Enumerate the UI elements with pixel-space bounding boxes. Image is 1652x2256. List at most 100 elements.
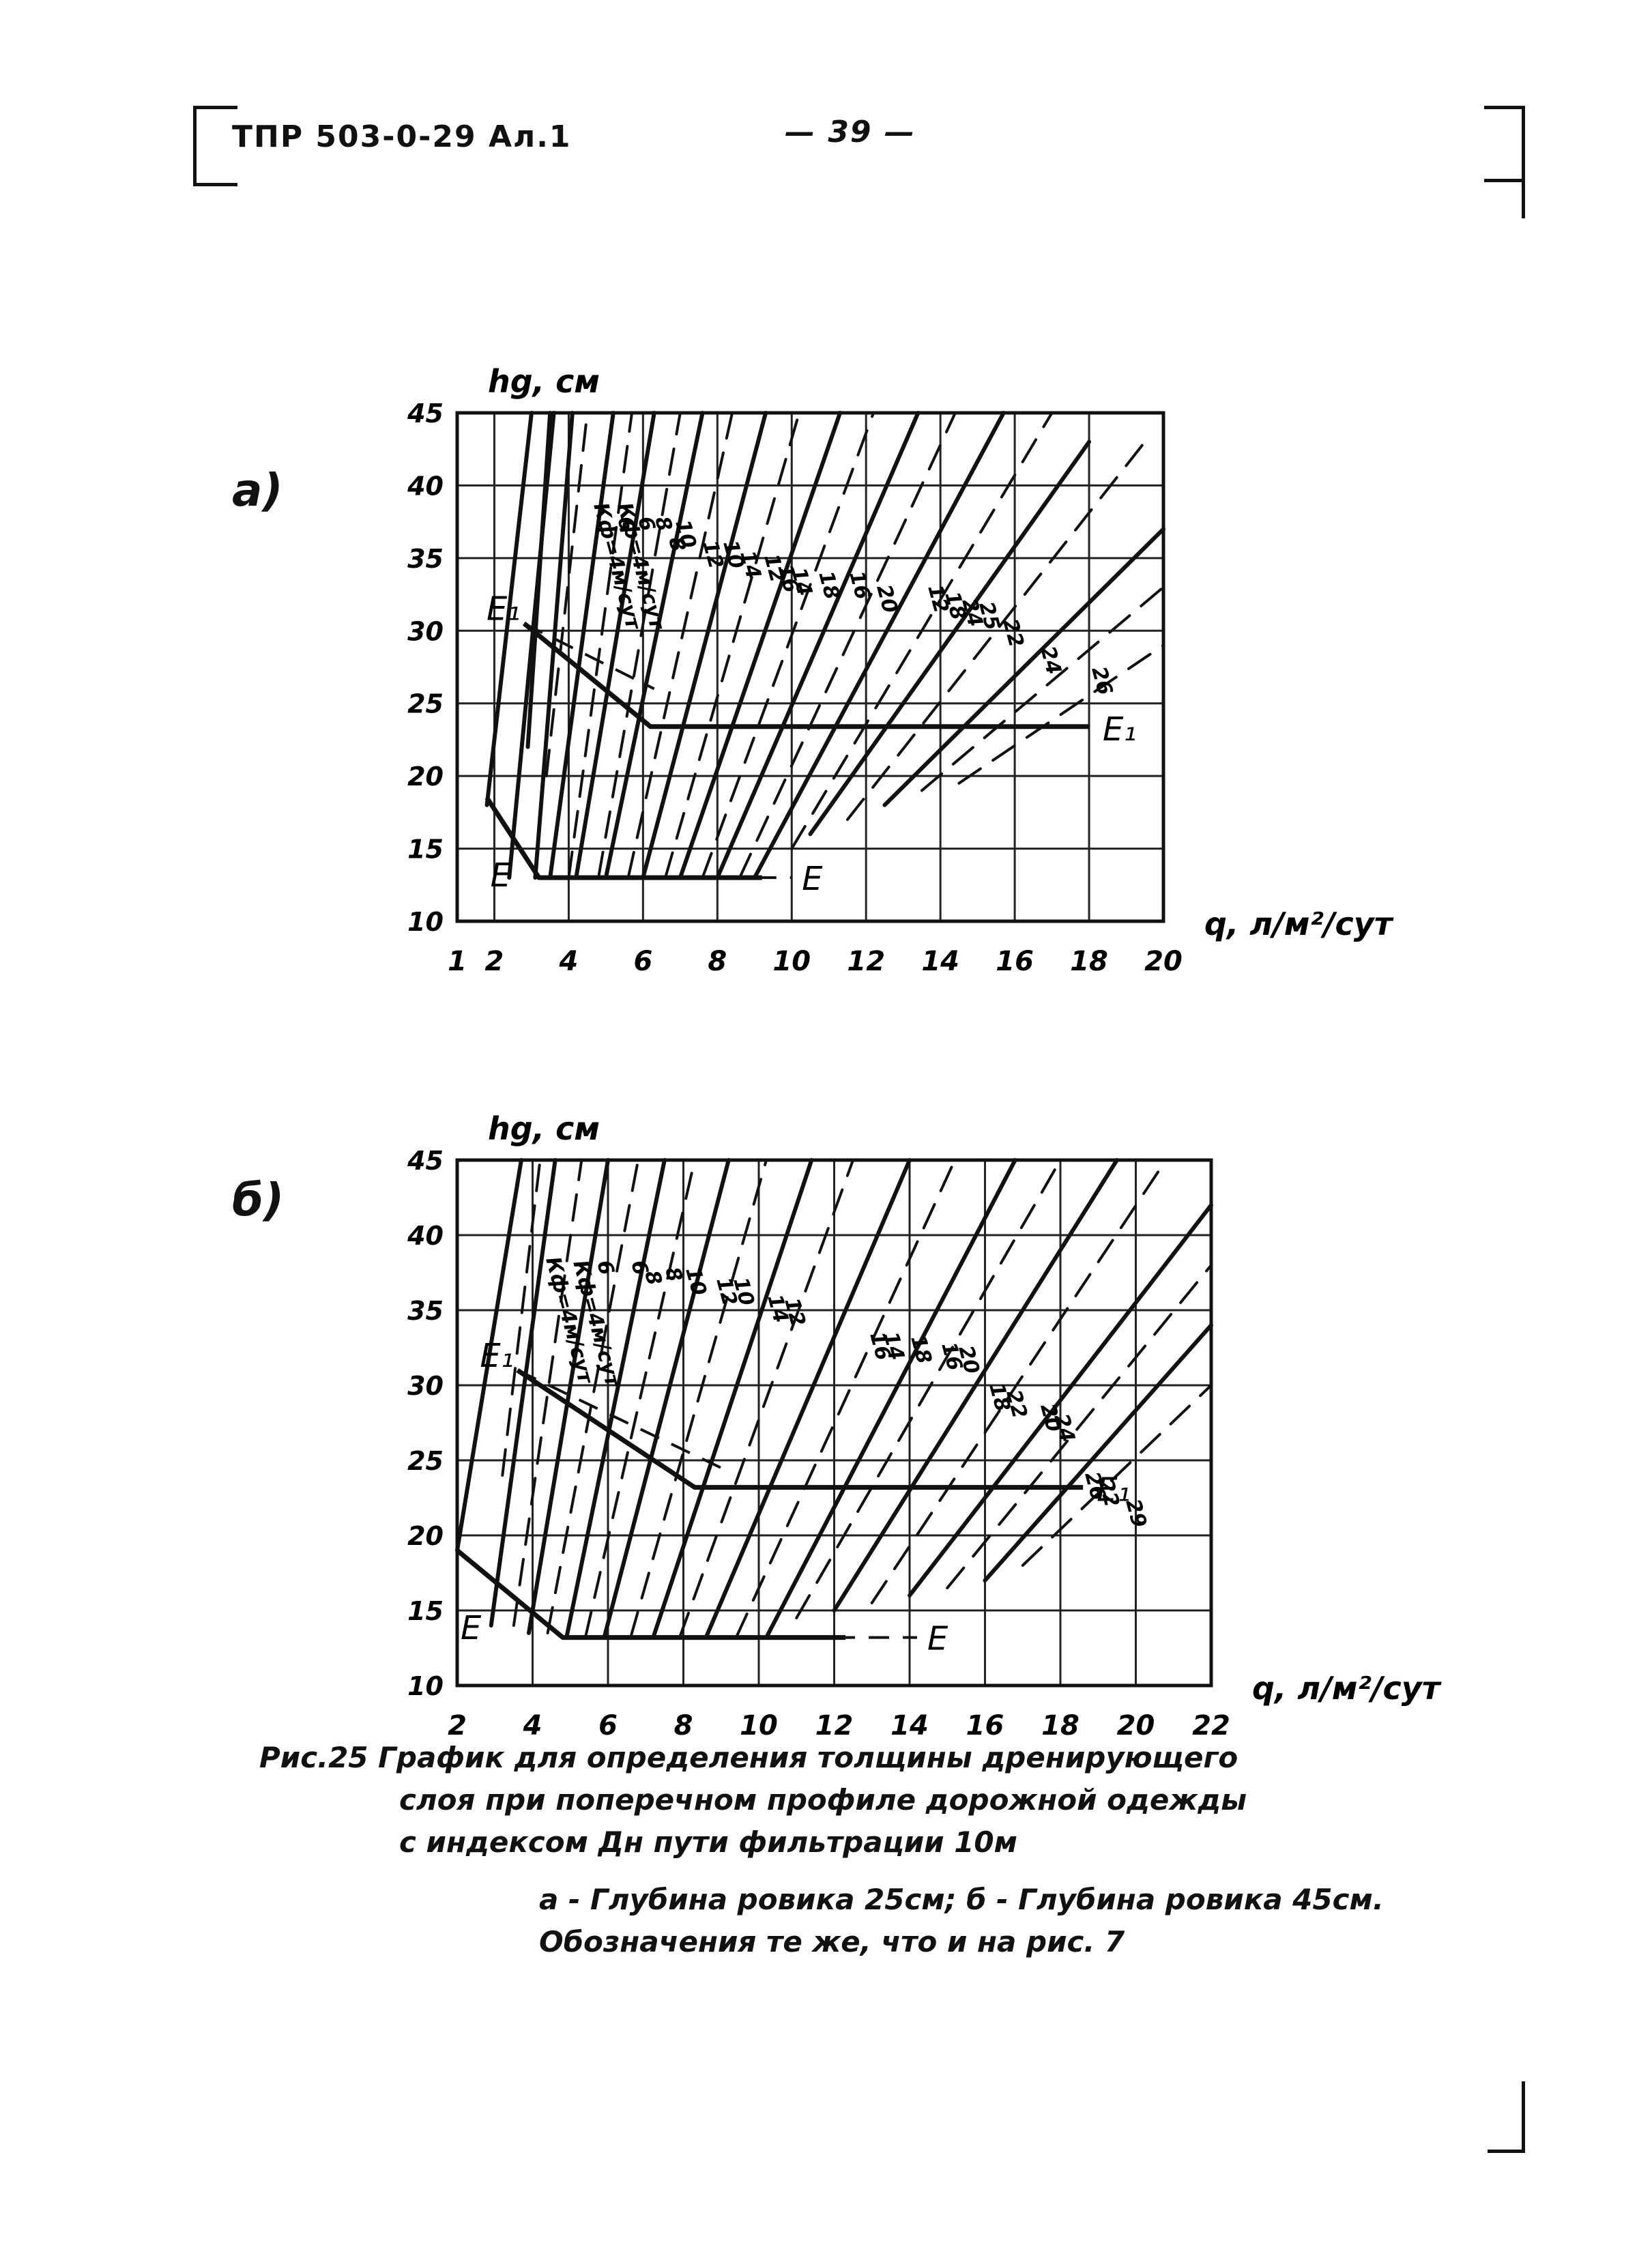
chart-b-y-tick-label: 35 [407, 1296, 444, 1326]
chart-a-boundary-e1 [522, 621, 1090, 729]
chart-b-curve-line [870, 1159, 1168, 1604]
chart-b-label-e-right: E [927, 1620, 948, 1658]
chart-a-curve-line [641, 411, 768, 880]
chart-a-y-tick-label: 15 [407, 835, 444, 865]
chart-a-label-e-left: E [491, 856, 512, 895]
chart-a-curve-label: 18 [813, 568, 844, 602]
chart-b-boundary-e1-dashed [517, 1369, 722, 1469]
chart-b-x-tick-label: 22 [1192, 1710, 1230, 1741]
chart-b-curve-line [489, 1158, 557, 1628]
chart-a-curve-line [808, 439, 1092, 837]
chart-b-curve-line [602, 1158, 731, 1640]
caption-line-2: слоя при поперечном профиле дорожной оде… [399, 1783, 1247, 1817]
chart-a-curve-line [701, 411, 875, 880]
chart-a-curve-label: 24 [1035, 643, 1066, 677]
chart-a-curve-label: 22 [998, 616, 1028, 650]
chart-b-curve-label: 22 [1001, 1387, 1032, 1421]
chart-a-curve-line [574, 411, 656, 880]
chart-a-curve-line [567, 411, 634, 880]
chart-a-y-tick-label: 10 [407, 907, 444, 937]
chart-b-curve-line [629, 1159, 768, 1639]
chart-a-y-tick-label: 35 [407, 544, 444, 574]
panel-label-b: б) [232, 1174, 285, 1226]
chart-b-curve-line [1021, 1384, 1213, 1567]
chart-a-x-tick-label: 4 [558, 946, 578, 977]
chart-b-curve-line [526, 1158, 610, 1635]
chart-b-x-tick-label: 16 [966, 1710, 1004, 1741]
chart-b-curve-label: 12 [779, 1295, 810, 1329]
chart-a-curve-line [752, 411, 1006, 880]
chart-a-label-e-right: E [802, 860, 823, 898]
chart-b-curve-line [651, 1158, 814, 1640]
corner-bracket-top-left [193, 106, 237, 186]
chart-b-x-tick-label: 10 [740, 1710, 778, 1741]
chart-a-curve-line [545, 411, 589, 778]
chart-b-curve-line [512, 1159, 583, 1627]
chart-b-y-tick-label: 20 [407, 1521, 444, 1551]
chart-a-x-tick-label: 18 [1070, 946, 1108, 977]
chart-a-curve-line [738, 411, 957, 880]
chart-b-curve-label: 10 [680, 1264, 711, 1298]
chart-b-curve-line [678, 1159, 855, 1639]
chart-b-curve-line [764, 1158, 1017, 1640]
chart-a-x-tick-label: 10 [772, 946, 811, 977]
chart-a-curve-label: 20 [871, 582, 902, 616]
chart-b-x-tick-label: 2 [448, 1710, 467, 1741]
chart-a-y-tick-label: 25 [407, 689, 444, 719]
chart-b-x-tick-label: 14 [890, 1710, 929, 1741]
chart-a-y-tick-label: 45 [407, 399, 444, 429]
chart-b-y-tick-label: 25 [407, 1446, 444, 1476]
chart-a-y-tick-label: 30 [407, 616, 444, 646]
chart-b-curve-line [583, 1159, 697, 1639]
chart-b-curve-line [908, 1203, 1213, 1597]
chart-b-y-tick-label: 40 [407, 1221, 444, 1251]
chart-a-curve-label: 26 [1086, 664, 1117, 697]
chart-a-x-tick-label: 6 [633, 946, 652, 977]
panel-label-a: а) [232, 464, 283, 517]
chart-b-x-tick-label: 18 [1041, 1710, 1079, 1741]
chart-a-curve-line [484, 411, 534, 807]
chart-b-y-axis-label: hg, см [488, 1110, 600, 1147]
chart-b-y-tick-label: 45 [407, 1146, 444, 1176]
chart-b-curve-line [455, 1158, 523, 1552]
chart-b-curve-line [983, 1323, 1213, 1582]
chart-a-curve-label: 8 [663, 534, 690, 554]
chart-a-x-tick-label: 12 [847, 946, 885, 977]
corner-bracket-top-right-tick [1484, 179, 1522, 182]
chart-a-curve-line [920, 585, 1165, 792]
caption-line-5: Обозначения те же, что и на рис. 7 [539, 1925, 1125, 1958]
chart-a-x-tick-label: 16 [996, 946, 1034, 977]
chart-b-y-tick-label: 30 [407, 1371, 444, 1401]
chart-a-curve-label: 16 [844, 568, 875, 602]
chart-b-label-e1-right: E₁ [1097, 1471, 1131, 1509]
corner-bracket-bottom-right [1488, 2081, 1525, 2153]
chart-a-y-tick-label: 20 [407, 762, 444, 792]
chart-b-curve-line [501, 1159, 542, 1477]
chart-a-curve-line [678, 411, 843, 880]
chart-a-x-tick-label: 20 [1144, 946, 1183, 977]
chart-b-x-tick-label: 8 [674, 1710, 693, 1741]
chart-a-x-tick-label: 8 [708, 946, 727, 977]
chart-b-y-tick-label: 10 [407, 1671, 444, 1701]
chart-b-boundary-e1 [516, 1368, 1084, 1490]
chart-a-x-tick-label: 1 [448, 946, 467, 977]
chart-a-label-e1-left: E₁ [487, 590, 521, 628]
chart-a-curve-line [715, 411, 921, 880]
corner-bracket-top-right [1484, 106, 1525, 218]
chart-a-curve-line [882, 527, 1165, 807]
chart-b-curve-line [946, 1264, 1213, 1589]
chart-a-x-tick-label: 14 [921, 946, 959, 977]
chart-b-x-tick-label: 12 [815, 1710, 854, 1741]
chart-a-curve-line [597, 411, 682, 880]
chart-b-label-e1-left: E₁ [480, 1337, 514, 1375]
chart-b-plot-frame [455, 1158, 1213, 1688]
chart-a-label-e1-right: E₁ [1103, 710, 1137, 749]
chart-a-y-tick-label: 40 [407, 471, 444, 501]
chart-b-curve-label: 6 [592, 1258, 618, 1277]
chart-a-boundary-e1-dashed [523, 622, 655, 691]
caption-line-1: Рис.25 График для определения толщины др… [259, 1741, 1238, 1774]
chart-b-curve-line [704, 1158, 912, 1640]
caption-line-3: с индексом Дн пути фильтрации 10м [399, 1825, 1017, 1859]
chart-a-y-axis-label: hg, см [488, 363, 600, 400]
